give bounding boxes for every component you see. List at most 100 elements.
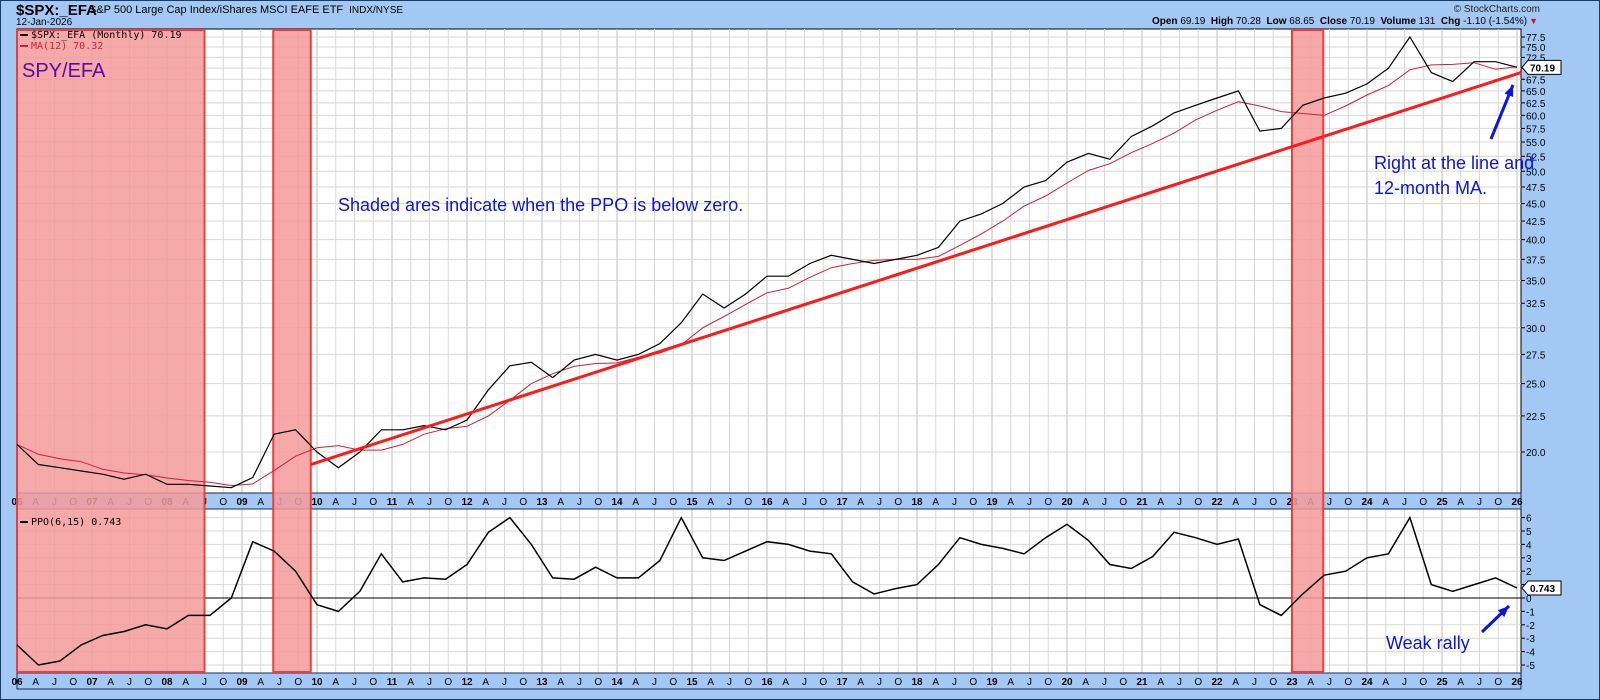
x-tick-label: J <box>427 677 432 688</box>
x-tick-label: J <box>1102 677 1107 688</box>
x-tick-label: A <box>1457 677 1464 688</box>
x-tick-label: A <box>932 677 939 688</box>
x-tick-label: O <box>444 677 452 688</box>
x-tick-label: O <box>669 497 677 508</box>
x-tick-label: A <box>1157 677 1164 688</box>
ppo-below-zero-shade <box>272 29 312 673</box>
x-tick-label: A <box>107 677 114 688</box>
arrow-icon <box>1489 84 1515 140</box>
x-tick-label: O <box>1344 677 1352 688</box>
x-tick-label: J <box>352 497 357 508</box>
x-tick-label: O <box>744 497 752 508</box>
x-tick-label: J <box>277 677 282 688</box>
x-tick-label: A <box>1382 677 1389 688</box>
trendline-annotation-line2: 12-month MA. <box>1374 178 1488 198</box>
y-tick-label: 55.0 <box>1526 138 1546 149</box>
x-tick-label: O <box>1269 677 1277 688</box>
x-tick-label: A <box>332 677 339 688</box>
y-tick-label: 0 <box>1526 594 1532 605</box>
x-tick-label: J <box>577 677 582 688</box>
y-tick-label: 52.5 <box>1526 152 1546 163</box>
x-tick-label: A <box>632 497 639 508</box>
price-line <box>16 35 1518 489</box>
x-tick-label: A <box>1232 677 1239 688</box>
x-tick-label: O <box>294 677 302 688</box>
x-tick-label: 18 <box>911 497 923 508</box>
volume-value: 131 <box>1418 16 1436 27</box>
x-tick-label: A <box>857 497 864 508</box>
x-tick-label: 17 <box>836 677 848 688</box>
symbol-title: $SPX:_EFA <box>16 2 97 19</box>
y-tick-label: 20.0 <box>1526 448 1546 459</box>
x-tick-label: O <box>519 497 527 508</box>
x-tick-label: A <box>1382 497 1389 508</box>
down-triangle-icon: ▼ <box>1529 16 1538 26</box>
x-tick-label: O <box>819 497 827 508</box>
x-tick-label: A <box>407 497 414 508</box>
y-tick-label: 35.0 <box>1526 277 1546 288</box>
x-tick-label: J <box>1027 677 1032 688</box>
y-tick-label: -5 <box>1526 661 1535 672</box>
low-label: Low <box>1266 16 1287 27</box>
x-tick-label: 16 <box>761 497 773 508</box>
x-tick-label: 13 <box>536 497 548 508</box>
close-label: Close <box>1319 16 1348 27</box>
arrow-icon-head <box>1504 85 1514 97</box>
y-tick-label: 42.5 <box>1526 217 1546 228</box>
x-tick-label: J <box>1327 497 1332 508</box>
x-tick-label: O <box>969 497 977 508</box>
x-tick-label: A <box>782 677 789 688</box>
x-tick-label: 22 <box>1211 677 1223 688</box>
copyright-label: © StockCharts.com <box>1453 4 1540 15</box>
y-tick-label: -1 <box>1526 607 1535 618</box>
x-tick-label: 06 <box>11 677 23 688</box>
x-tick-label: A <box>1082 677 1089 688</box>
x-tick-label: A <box>1457 497 1464 508</box>
price-legend-text: $SPX:_EFA (Monthly) 70.19 <box>31 30 182 41</box>
ppo-x-axis <box>16 672 1522 690</box>
y-tick-label: 27.5 <box>1526 350 1546 361</box>
price-y-axis: 20.0 22.5 25.0 27.5 30.0 32.5 35.0 37.5 40.0 42.5… <box>1521 33 1546 459</box>
x-tick-label: J <box>502 677 507 688</box>
weak-rally-annotation: Weak rally <box>1386 633 1470 653</box>
x-tick-label: A <box>332 497 339 508</box>
x-tick-label: A <box>557 497 564 508</box>
x-tick-label: A <box>707 497 714 508</box>
x-tick-label: A <box>407 677 414 688</box>
x-tick-label: A <box>1157 497 1164 508</box>
x-tick-label: 14 <box>611 497 623 508</box>
ma12-line <box>16 62 1518 487</box>
x-tick-label: O <box>519 677 527 688</box>
x-tick-label: O <box>1494 497 1502 508</box>
x-tick-label: J <box>52 677 57 688</box>
x-tick-label: 12 <box>461 677 473 688</box>
x-tick-label: O <box>594 677 602 688</box>
x-tick-label: 21 <box>1136 497 1148 508</box>
pair-title-label: SPY/EFA <box>22 60 106 82</box>
x-tick-label: A <box>257 497 264 508</box>
x-tick-label: A <box>632 677 639 688</box>
x-tick-label: O <box>1194 497 1202 508</box>
x-tick-label: A <box>707 677 714 688</box>
x-tick-label: J <box>727 677 732 688</box>
y-tick-label: 37.5 <box>1526 255 1546 266</box>
x-tick-label: J <box>1327 677 1332 688</box>
price-last-value-tag-text: 70.19 <box>1530 63 1555 74</box>
x-tick-label: A <box>1082 497 1089 508</box>
ohlc-summary: Open 69.19 High 70.28 Low 68.65 Close 70… <box>1152 16 1538 27</box>
y-tick-label: 65.0 <box>1526 87 1546 98</box>
x-tick-label: A <box>782 497 789 508</box>
x-tick-label: A <box>257 677 264 688</box>
legend-swatch-ma <box>20 45 28 47</box>
x-tick-label: J <box>1252 677 1257 688</box>
x-tick-label: J <box>652 677 657 688</box>
x-tick-label: 07 <box>86 677 98 688</box>
symbol-description: S&P 500 Large Cap Index/iShares MSCI EAF… <box>89 4 403 16</box>
x-tick-label: A <box>182 677 189 688</box>
x-tick-label: J <box>1177 497 1182 508</box>
legend-swatch-price <box>20 34 28 36</box>
x-tick-label: 24 <box>1361 677 1373 688</box>
x-tick-label: A <box>482 497 489 508</box>
y-tick-label: 75.0 <box>1526 43 1546 54</box>
